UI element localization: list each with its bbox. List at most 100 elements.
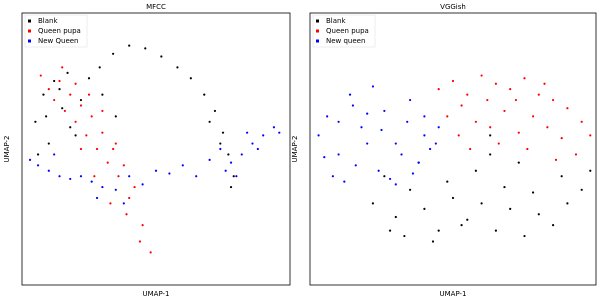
point xyxy=(208,158,211,161)
point xyxy=(69,126,72,129)
point xyxy=(480,202,483,205)
point xyxy=(90,115,93,118)
legend-label: New queen xyxy=(326,37,365,45)
point xyxy=(219,147,222,151)
point xyxy=(537,93,540,96)
point xyxy=(446,115,449,118)
point xyxy=(58,88,61,91)
point xyxy=(278,131,281,134)
point xyxy=(47,142,50,145)
point xyxy=(537,213,540,216)
point xyxy=(574,153,578,156)
point xyxy=(423,115,426,118)
point xyxy=(39,74,42,77)
point xyxy=(229,161,233,164)
point xyxy=(61,66,64,69)
point xyxy=(36,164,40,167)
point xyxy=(133,185,136,189)
point xyxy=(566,107,569,110)
point xyxy=(474,120,477,123)
legend-label: Queen pupa xyxy=(38,27,81,35)
point xyxy=(566,202,569,205)
point xyxy=(317,134,320,137)
point xyxy=(117,175,120,178)
point xyxy=(514,98,518,102)
point xyxy=(523,77,526,80)
point xyxy=(176,66,179,69)
point xyxy=(494,82,497,85)
point xyxy=(63,109,66,113)
point xyxy=(128,196,131,200)
point xyxy=(79,104,83,107)
point xyxy=(437,88,440,91)
point xyxy=(371,85,375,88)
point xyxy=(109,202,112,205)
point xyxy=(114,142,117,145)
point xyxy=(460,224,463,227)
point xyxy=(457,134,460,137)
point xyxy=(517,161,520,164)
point xyxy=(95,147,99,151)
point xyxy=(451,196,455,200)
point xyxy=(138,240,142,243)
point xyxy=(101,131,104,134)
point xyxy=(208,120,211,123)
point xyxy=(388,229,392,232)
point xyxy=(106,161,109,164)
point xyxy=(343,180,346,183)
point xyxy=(371,202,375,205)
point xyxy=(388,177,392,181)
point xyxy=(409,98,412,102)
point xyxy=(431,240,435,243)
point xyxy=(531,191,535,194)
point xyxy=(189,77,192,80)
point xyxy=(122,202,125,205)
point xyxy=(351,104,354,107)
point xyxy=(348,93,352,96)
point xyxy=(272,126,276,129)
point xyxy=(256,147,259,151)
point xyxy=(141,224,144,227)
point xyxy=(87,77,91,80)
point xyxy=(437,229,440,232)
point xyxy=(251,142,254,145)
point xyxy=(446,180,449,183)
point xyxy=(434,142,437,145)
point xyxy=(232,175,235,178)
point xyxy=(227,153,230,156)
point xyxy=(58,79,61,83)
point xyxy=(486,98,489,102)
point xyxy=(36,153,40,156)
point xyxy=(589,134,592,137)
point xyxy=(429,147,432,151)
point xyxy=(53,79,56,83)
point xyxy=(451,79,455,83)
point xyxy=(240,153,243,156)
point xyxy=(93,175,96,178)
point xyxy=(383,175,386,178)
point xyxy=(66,71,69,74)
y-axis-label: UMAP-2 xyxy=(3,136,11,163)
point xyxy=(219,142,222,145)
point xyxy=(546,126,549,129)
point xyxy=(98,66,101,69)
point xyxy=(203,93,206,96)
point xyxy=(149,251,152,254)
point xyxy=(114,115,117,118)
point xyxy=(411,172,415,175)
legend-marker xyxy=(28,39,31,43)
chart-title: MFCC xyxy=(146,3,166,11)
legend-box xyxy=(312,14,376,48)
point xyxy=(112,147,115,151)
plot-frame xyxy=(21,12,291,286)
point xyxy=(58,175,61,178)
x-axis-label: UMAP-1 xyxy=(440,290,467,298)
point xyxy=(53,98,56,102)
point xyxy=(466,218,469,221)
legend-label: Queen pupa xyxy=(326,27,369,35)
point xyxy=(85,134,88,137)
point xyxy=(489,126,492,129)
point xyxy=(554,158,558,161)
point xyxy=(235,175,238,178)
point xyxy=(509,88,512,91)
